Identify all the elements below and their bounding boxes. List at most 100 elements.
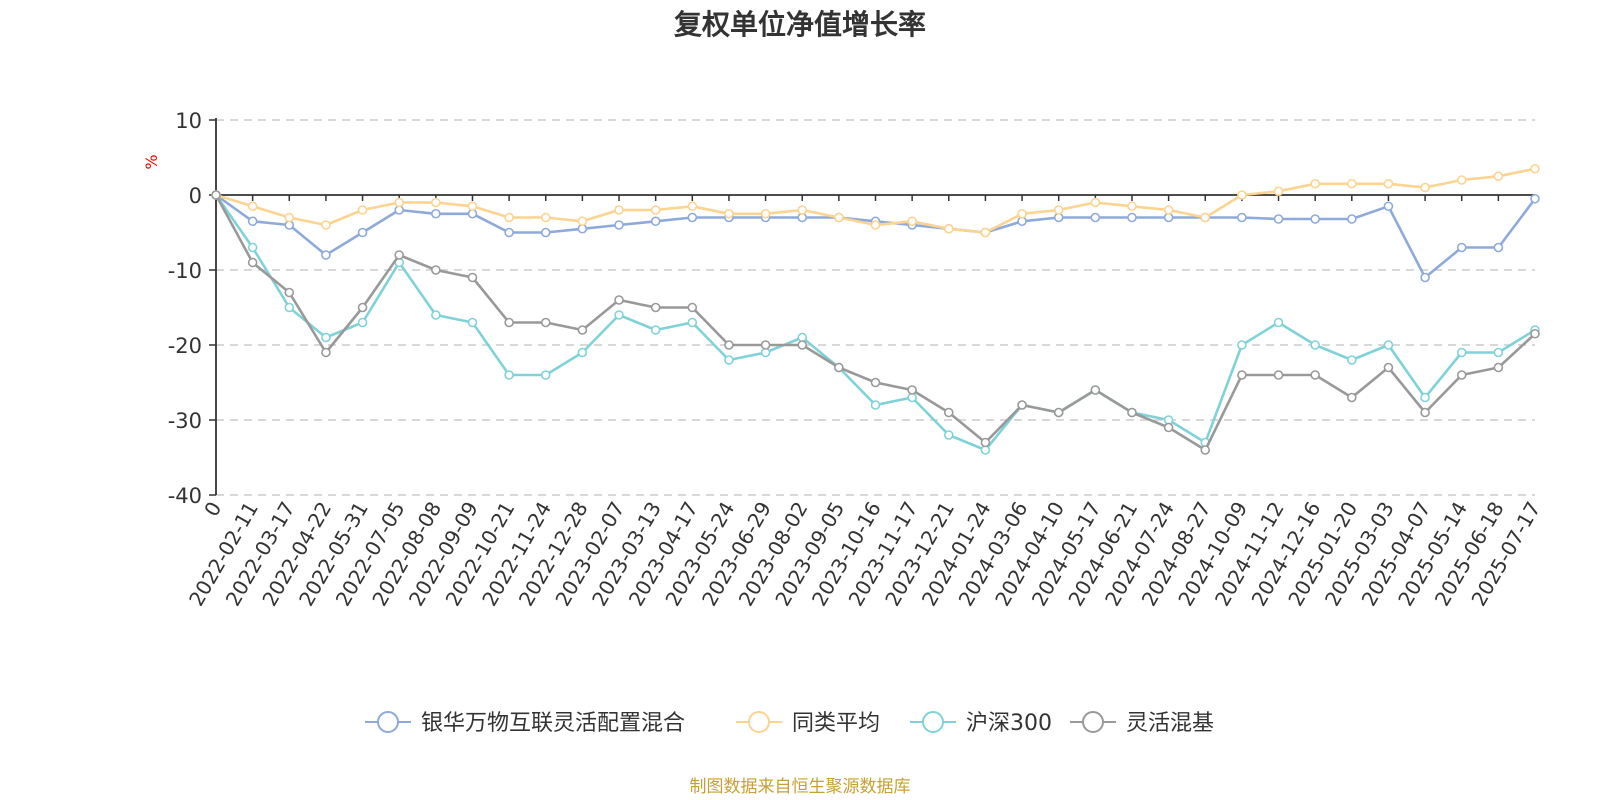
data-point — [687, 212, 698, 223]
data-point — [357, 317, 368, 328]
data-point — [321, 250, 331, 260]
data-point — [357, 302, 368, 313]
y-tick-label: -20 — [168, 334, 202, 358]
data-point — [943, 430, 954, 440]
data-point — [1530, 163, 1540, 174]
data-point — [1017, 208, 1027, 219]
data-point — [1237, 212, 1247, 223]
chart-title: 复权单位净值增长率 — [674, 8, 926, 41]
data-point — [1090, 212, 1101, 223]
data-point — [907, 216, 917, 227]
data-point — [321, 332, 331, 343]
data-point — [1420, 272, 1430, 283]
data-point — [540, 227, 551, 238]
data-point — [1530, 193, 1540, 204]
legend-item-3[interactable]: 沪深300 — [910, 711, 1052, 736]
y-tick-label: -30 — [168, 409, 202, 433]
data-point — [1163, 205, 1174, 215]
data-point — [321, 220, 331, 230]
data-point — [431, 265, 441, 275]
y-tick-label: -40 — [168, 484, 202, 508]
data-point — [1273, 317, 1284, 328]
data-point — [247, 242, 258, 253]
data-point — [687, 201, 698, 212]
data-point — [1383, 178, 1394, 189]
data-point — [284, 287, 295, 298]
data-point — [1273, 370, 1284, 380]
data-source-note: 制图数据来自恒生聚源数据库 — [690, 777, 911, 797]
data-point — [1237, 370, 1247, 380]
legend-item-4[interactable]: 灵活混基 — [1070, 711, 1214, 736]
data-point — [284, 212, 295, 223]
data-point — [1347, 392, 1357, 403]
data-point — [650, 205, 661, 215]
data-point — [247, 201, 258, 212]
data-point — [540, 317, 551, 328]
series-4 — [211, 190, 1540, 455]
data-point — [467, 317, 478, 328]
data-point — [321, 347, 331, 358]
data-point — [614, 310, 624, 320]
legend-item-2[interactable]: 同类平均 — [736, 711, 880, 736]
data-point — [540, 370, 551, 380]
data-point — [1200, 212, 1211, 223]
data-point — [1456, 370, 1467, 380]
data-point — [1310, 340, 1320, 350]
data-point — [1420, 392, 1430, 403]
data-point — [1456, 175, 1467, 185]
data-point — [1310, 370, 1320, 380]
data-point — [1493, 362, 1504, 373]
data-point — [1347, 178, 1357, 189]
data-point — [504, 370, 514, 380]
data-point — [1090, 385, 1101, 395]
y-tick-label: -10 — [168, 259, 202, 283]
data-point — [431, 208, 441, 219]
data-point — [504, 227, 514, 238]
legend-item-1[interactable]: 银华万物互联灵活配置混合 — [365, 711, 685, 736]
data-point — [394, 250, 404, 260]
data-point — [797, 340, 808, 350]
legend[interactable]: 银华万物互联灵活配置混合 同类平均 沪深300 灵活混基 — [365, 711, 1214, 736]
data-point — [980, 227, 991, 238]
legend-label: 银华万物互联灵活配置混合 — [421, 711, 685, 736]
series-1 — [211, 190, 1540, 283]
data-point — [980, 437, 991, 448]
legend-label: 同类平均 — [792, 711, 880, 736]
data-point — [614, 295, 624, 305]
data-point — [1383, 340, 1394, 350]
data-point — [1053, 205, 1064, 215]
data-point — [357, 227, 368, 238]
data-point — [1237, 340, 1247, 350]
data-point — [211, 190, 221, 200]
data-point — [577, 216, 588, 227]
grid — [216, 119, 1535, 496]
data-point — [724, 208, 734, 219]
data-point — [834, 362, 844, 373]
data-point — [394, 197, 404, 208]
data-point — [1017, 400, 1027, 410]
data-point — [614, 220, 624, 230]
data-point — [1127, 407, 1137, 418]
data-point — [1383, 201, 1394, 212]
data-point — [870, 220, 881, 230]
legend-label: 沪深300 — [966, 711, 1052, 736]
data-point — [467, 272, 478, 283]
data-point — [1420, 182, 1430, 193]
data-point — [614, 205, 624, 215]
data-point — [797, 205, 808, 215]
data-point — [650, 216, 661, 227]
data-point — [247, 257, 258, 268]
data-point — [540, 212, 551, 223]
data-point — [943, 407, 954, 418]
data-point — [650, 325, 661, 335]
data-point — [687, 317, 698, 328]
plot-area — [211, 163, 1540, 455]
data-point — [1456, 242, 1467, 253]
data-point — [284, 302, 295, 313]
series-2 — [211, 163, 1540, 238]
series-3 — [211, 190, 1540, 455]
series-line — [214, 194, 1536, 452]
data-point — [1347, 214, 1357, 224]
data-point — [504, 212, 514, 223]
y-axis-unit: % — [142, 154, 161, 169]
